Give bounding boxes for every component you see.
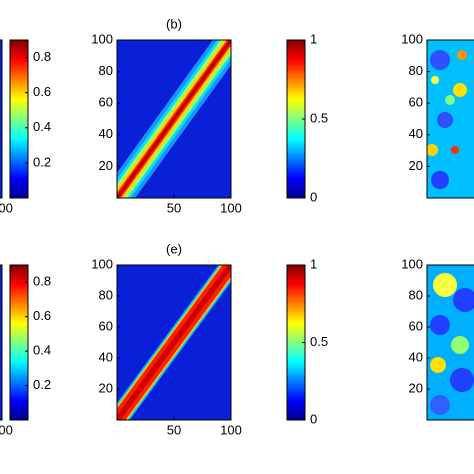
- heat-band: [117, 40, 231, 198]
- tick-label: 20: [409, 380, 423, 395]
- tick-label: 0.8: [33, 49, 51, 64]
- tick-label: 100: [401, 256, 423, 271]
- tick-label: 100: [91, 31, 113, 46]
- tick-label: 60: [99, 318, 113, 333]
- heatmap-bg: [0, 265, 2, 420]
- tick-label: 60: [409, 318, 423, 333]
- heatmap: [427, 40, 474, 198]
- tick-label: 80: [409, 63, 423, 78]
- tick-label: 80: [99, 63, 113, 78]
- heatmap: [117, 265, 231, 420]
- panel-title: (b): [166, 16, 182, 31]
- tick-label: 100: [91, 256, 113, 271]
- tick-label: 0.5: [310, 110, 328, 125]
- colorbar: [9, 264, 29, 421]
- axes-frame: [0, 39, 3, 199]
- heat-band: [117, 265, 231, 420]
- tick-label: 40: [99, 126, 113, 141]
- heat-blob: [450, 368, 474, 392]
- axes-frame: [426, 39, 474, 199]
- tick-label: 1: [310, 31, 317, 46]
- tick-label: 40: [99, 349, 113, 364]
- axes-frame: [0, 264, 3, 421]
- tick-label: 20: [99, 380, 113, 395]
- heat-blob: [430, 357, 446, 373]
- heat-blob: [451, 336, 469, 354]
- tick-label: 50: [167, 422, 181, 437]
- tick-label: 0.4: [33, 119, 51, 134]
- heatmap-bg: [0, 40, 2, 198]
- heatmap: [117, 40, 231, 198]
- tick-label: 60: [99, 95, 113, 110]
- tick-label: 40: [409, 349, 423, 364]
- axes-frame: [426, 264, 474, 421]
- tick-label: 20: [409, 158, 423, 173]
- tick-label: 0: [310, 411, 317, 426]
- tick-label: 20: [99, 158, 113, 173]
- tick-label: 80: [99, 287, 113, 302]
- tick-label: 100: [220, 200, 242, 215]
- tick-label: 100: [220, 422, 242, 437]
- heat-blob: [453, 288, 474, 312]
- tick-label: 100: [0, 422, 13, 437]
- heat-blob: [430, 50, 450, 70]
- heat-blob: [431, 76, 439, 84]
- heat-blob: [433, 273, 457, 297]
- heat-blob: [430, 315, 450, 335]
- tick-label: 1: [310, 256, 317, 271]
- tick-label: 80: [409, 287, 423, 302]
- heat-blob: [453, 83, 467, 97]
- tick-label: 0.5: [310, 334, 328, 349]
- heatmap: [0, 265, 2, 420]
- tick-label: 0: [310, 189, 317, 204]
- tick-label: 50: [167, 200, 181, 215]
- heat-blob: [457, 50, 467, 60]
- panel-title: (e): [166, 241, 182, 256]
- tick-label: 0.2: [33, 154, 51, 169]
- heat-blob: [430, 395, 450, 415]
- heatmap: [427, 265, 474, 420]
- heatmap: [0, 40, 2, 198]
- heat-blob: [451, 146, 459, 154]
- heat-blob: [427, 144, 438, 156]
- tick-label: 0.6: [33, 84, 51, 99]
- heat-blob: [445, 95, 455, 105]
- tick-label: 0.4: [33, 343, 51, 358]
- tick-label: 0.2: [33, 377, 51, 392]
- heat-blob: [437, 112, 453, 128]
- tick-label: 100: [401, 31, 423, 46]
- tick-label: 0.8: [33, 274, 51, 289]
- heat-blob: [431, 171, 449, 189]
- tick-label: 100: [0, 200, 13, 215]
- tick-label: 60: [409, 95, 423, 110]
- tick-label: 0.6: [33, 308, 51, 323]
- colorbar: [9, 39, 29, 199]
- tick-label: 40: [409, 126, 423, 141]
